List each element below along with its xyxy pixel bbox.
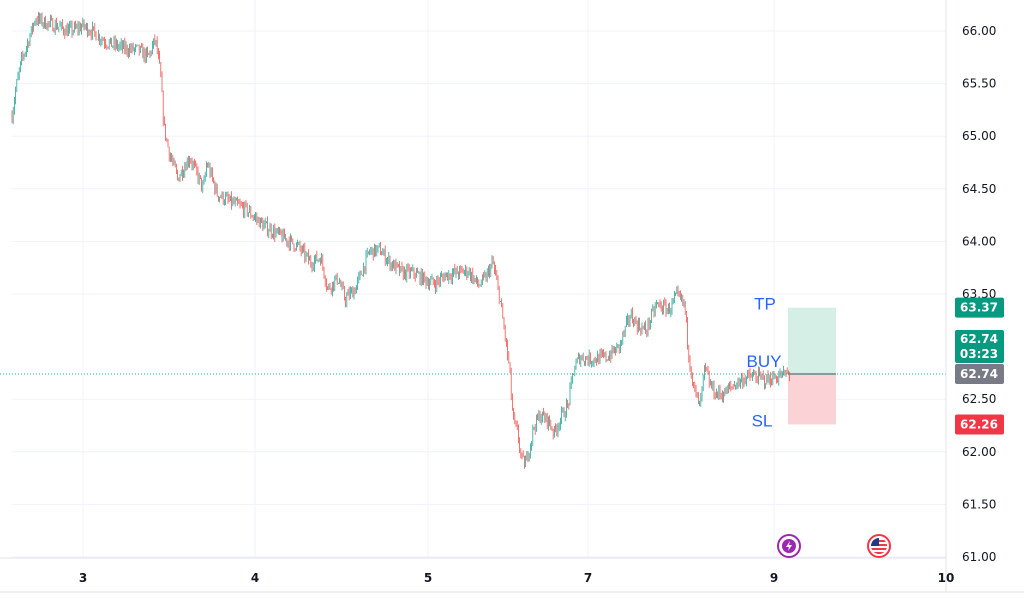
position-labels: TP BUY SL: [747, 295, 782, 431]
y-tick-label: 65.50: [962, 77, 996, 91]
lightning-bolt-icon[interactable]: [777, 534, 801, 558]
tp-label: TP: [754, 295, 776, 314]
y-tick-label: 64.00: [962, 234, 996, 248]
stop-loss-zone: [788, 373, 836, 425]
x-tick-label: 3: [79, 571, 87, 585]
sl-price-text: 62.26: [960, 417, 998, 431]
x-tick-label: 4: [251, 571, 259, 585]
x-tick-label: 7: [584, 571, 592, 585]
axes: 66.00 65.50 65.00 64.50 64.00 63.50 62.50 62.00…: [0, 0, 1024, 593]
grid-lines: [12, 0, 947, 558]
y-tick-label: 62.50: [962, 392, 996, 406]
y-tick-label: 62.00: [962, 445, 996, 459]
y-tick-label: 61.50: [962, 497, 996, 511]
position-zones: [788, 307, 836, 425]
y-tick-label: 65.00: [962, 129, 996, 143]
y-tick-label: 66.00: [962, 24, 996, 38]
countdown-text: 03:23: [960, 347, 998, 361]
candles: [11, 11, 790, 469]
buy-label: BUY: [747, 352, 782, 371]
x-tick-label: 10: [938, 571, 955, 585]
entry-price-text: 62.74: [960, 367, 998, 381]
entry-price-badge: [955, 363, 1004, 384]
y-tick-label: 63.50: [962, 287, 996, 301]
sl-price-badge: [955, 414, 1004, 435]
tp-price-text: 63.37: [960, 301, 998, 315]
take-profit-zone: [788, 307, 836, 374]
tp-price-badge: [955, 297, 1004, 318]
y-tick-label: 61.00: [962, 550, 996, 564]
bottom-icons[interactable]: [777, 534, 891, 558]
x-tick-label: 5: [424, 571, 432, 585]
current-price-countdown-badge: [955, 330, 1004, 363]
us-flag-icon[interactable]: [867, 534, 891, 558]
y-tick-label: 64.50: [962, 182, 996, 196]
current-price-text: 62.74: [960, 332, 998, 346]
x-tick-label: 9: [770, 571, 778, 585]
sl-label: SL: [752, 411, 773, 430]
